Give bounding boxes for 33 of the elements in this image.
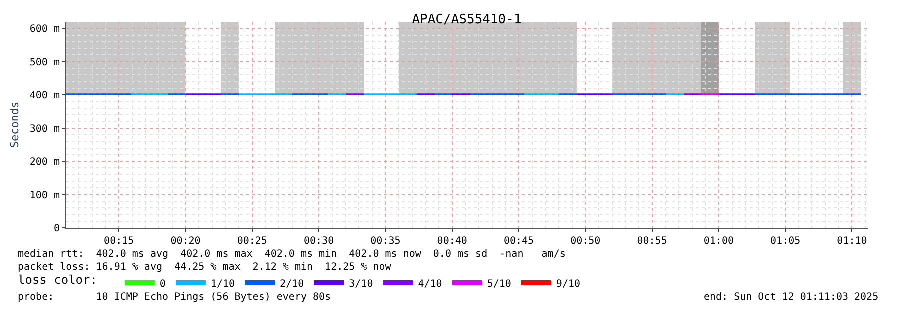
- text: packet loss: 16.91 % avg 44.25 % max 2.12 % min 12.25 % now: [18, 262, 392, 273]
- legend-label: 1/10: [210, 278, 236, 290]
- y-tick-label: 400 m: [30, 90, 60, 102]
- x-tick-label: 00:40: [437, 236, 468, 247]
- text: probe: 10 ICMP Echo Pings (56 Bytes) every 80s: [18, 292, 332, 303]
- y-tick-label: 0: [54, 224, 60, 234]
- y-tick-label: 100 m: [30, 190, 60, 202]
- y-axis-title: Seconds: [8, 102, 22, 148]
- x-tick-label: 00:15: [104, 236, 134, 247]
- x-tick-label: 00:45: [504, 236, 534, 247]
- x-tick-label: 00:35: [370, 236, 401, 247]
- y-tick-label: 300 m: [30, 124, 60, 135]
- x-tick-label: 00:20: [170, 236, 201, 247]
- x-tick-label: 00:50: [570, 236, 601, 247]
- legend-label: 9/10: [556, 278, 581, 290]
- legend-label: 0: [160, 278, 166, 290]
- text: median rtt: 402.0 ms avg 402.0 ms max 402.0 ms min 402.0 ms now 0.0 ms sd -nan am/s: [18, 249, 566, 260]
- x-tick-label: 01:10: [837, 236, 868, 247]
- x-tick-label: 00:30: [304, 236, 334, 247]
- chart-title: APAC/AS55410-1: [412, 12, 522, 28]
- x-tick-label: 01:00: [704, 236, 734, 247]
- legend-label: 5/10: [487, 278, 512, 290]
- y-tick-label: 200 m: [30, 157, 60, 168]
- y-tick-label: 500 m: [30, 57, 60, 68]
- y-tick-label: 600 m: [30, 24, 60, 36]
- x-tick-label: 00:55: [637, 236, 668, 247]
- x-tick-label: 01:05: [770, 236, 801, 247]
- x-tick-label: 00:25: [237, 236, 268, 247]
- text: end: Sun Oct 12 01:11:03 2025: [704, 292, 879, 303]
- legend-label: 3/10: [349, 278, 374, 290]
- legend-title: loss color:: [18, 273, 112, 288]
- legend-label: 2/10: [280, 278, 304, 290]
- legend-label: 4/10: [418, 278, 442, 290]
